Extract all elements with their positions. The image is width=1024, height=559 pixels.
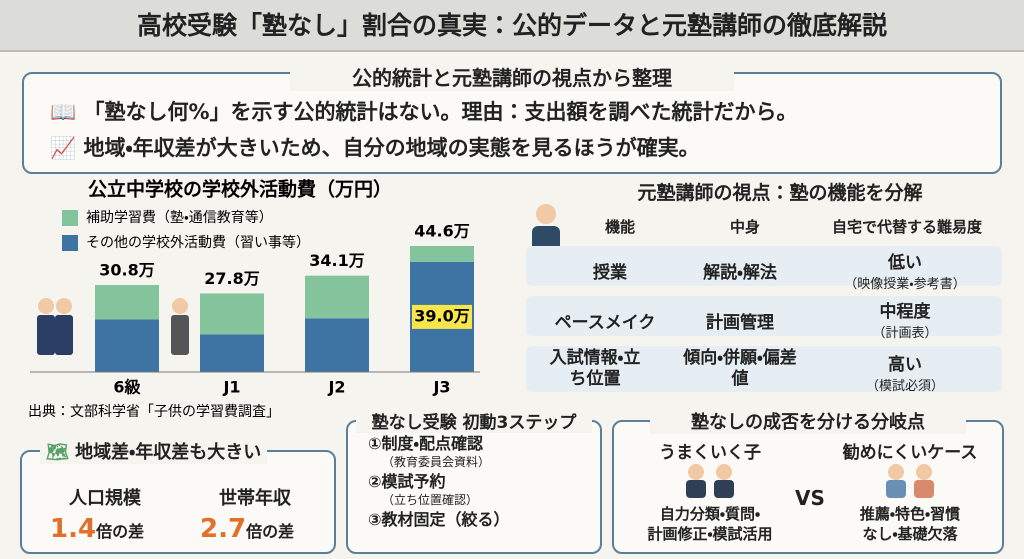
steps-box [346,420,602,554]
source: 出典：文部科学省「子供の学習費調査」 [28,404,280,420]
gap-value: 2.7倍の差 [200,514,294,544]
legend-label: 補助学習費（塾・通信教育等） [86,209,273,226]
gap-value: 1.4倍の差 [50,514,144,544]
gap-label: 人口規模 [69,488,141,509]
total-label: 27.8万 [204,269,259,288]
student-icon [37,315,55,355]
x-tick-label: J2 [327,378,345,397]
student-icon [171,315,189,355]
student-icon [172,298,188,314]
summary-text: 「塾なし何%」を示す公的統計はない。理由：支出額を調べた統計だから。 [83,100,798,124]
gap-heading-text: 地域差・年収差も大きい [75,442,262,463]
difficulty-note: （映像授業・参考書） [844,277,966,292]
bar-segment [410,246,474,262]
difficulty-note: （計画表） [872,326,938,341]
branch-line: 自力分類・質問・ [659,505,761,523]
table-cell: 授業 [593,263,627,283]
branch-box [612,420,1004,554]
difficulty: 中程度 [879,302,931,322]
chart: 公立中学校の学校外活動費（万円） 補助学習費（塾・通信教育等） その他の学校外活動費… [28,178,480,420]
branch-line: なし・基礎欠落 [862,525,958,543]
bar-segment [95,284,159,320]
table-cell: 高い （模試必須） [830,350,980,394]
gap-number: 1.4 [50,514,97,544]
bar-segment [200,334,264,372]
branch-line: 計画修正・模試活用 [647,525,773,543]
vs: VS [795,486,825,510]
summary-line: 📖 「塾なし何%」を示す公的統計はない。理由：支出額を調べた統計だから。 [50,100,798,124]
table-cell: 入試情報・立ち位置 [549,348,641,389]
branch-title: 勧めにくいケース [842,443,978,463]
table-cell: ペースメイク [554,313,656,333]
branch-heading: 塾なしの成否を分ける分岐点 [650,408,966,434]
step-main: ③教材固定（絞る） [368,510,510,529]
student-icon [56,298,72,314]
table-row [526,346,1002,392]
table-cell: 解説・解法 [703,263,777,283]
people-icon [680,462,740,502]
bar-segment [305,275,369,319]
table-title: 元塾講師の視点：塾の機能を分解 [637,182,923,204]
table-cell: 計画管理 [706,313,774,333]
step-sub: （教育委員会資料） [382,455,491,469]
difficulty: 高い [888,355,922,375]
step-main: ②模試予約 [368,472,446,491]
steps-heading: 塾なし受験 初動3ステップ [356,408,592,433]
gap-label: 世帯年収 [219,488,291,509]
difficulty: 低い [888,253,922,273]
steps-list: ①制度・配点確認 （教育委員会資料） ②模試予約 （立ち位置確認） ③教材固定（… [368,434,510,529]
title-bar: 高校受験「塾なし」割合の真実：公的データと元塾講師の徹底解説 [0,0,1024,52]
bar-segment [305,318,369,372]
bar-segment [95,319,159,372]
gap-suffix: 倍の差 [246,522,295,541]
step-main: ①制度・配点確認 [368,434,483,453]
table-cell: 中程度 （計画表） [830,297,980,341]
value-label-bg [412,304,472,329]
x-tick-label: J3 [432,378,450,397]
people-icon [880,462,940,502]
legend-swatch [62,235,78,251]
branch-title: うまくいく子 [659,443,761,463]
x-tick-label: J1 [222,378,240,397]
table-cell: 低い （映像授業・参考書） [830,248,980,292]
branch-line: 推薦・特色・習慣 [859,505,961,523]
summary-text: 地域・年収差が大きいため、自分の地域の実態を見るほうが確実。 [83,136,700,160]
student-icon [38,298,54,314]
branch-lines: 推薦・特色・習慣 なし・基礎欠落 [820,504,1000,544]
gap-box [20,450,336,554]
step-sub: （立ち位置確認） [382,493,479,507]
bar-segment [200,293,264,335]
gap-number: 2.7 [200,514,247,544]
student-icon [55,315,73,355]
gap-heading: 🗺 地域差・年収差も大きい [40,438,268,464]
legend-label: その他の学校外活動費（習い事等） [86,234,310,251]
legend-swatch [62,210,78,226]
chart-title: 公立中学校の学校外活動費（万円） [88,178,392,201]
table-header: 中身 [729,218,760,236]
table-header: 自宅で代替する難易度 [831,218,982,236]
total-label: 44.6万 [414,222,469,241]
table-cell: 傾向・併願・偏差値 [683,348,797,389]
branch-lines: 自力分類・質問・ 計画修正・模試活用 [620,504,800,544]
table-row [526,246,1002,286]
table-row [526,296,1002,336]
difficulty-note: （模試必須） [865,379,944,394]
gap-suffix: 倍の差 [96,522,145,541]
summary-line: 📈 地域・年収差が大きいため、自分の地域の実態を見るほうが確実。 [50,136,700,160]
total-label: 30.8万 [99,260,154,279]
page-title: 高校受験「塾なし」割合の真実：公的データと元塾講師の徹底解説 [136,11,887,40]
summary-heading: 公的統計と元塾講師の視点から整理 [290,62,734,91]
table-header: 機能 [604,218,635,236]
value-label: 39.0万 [414,306,469,325]
total-label: 34.1万 [309,251,364,270]
x-tick-label: 6級 [113,378,141,397]
